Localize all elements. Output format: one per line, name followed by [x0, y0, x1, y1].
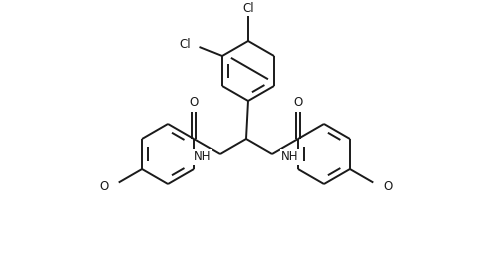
Text: O: O [383, 180, 393, 193]
Text: NH: NH [193, 151, 211, 163]
Text: O: O [99, 180, 109, 193]
Text: Cl: Cl [179, 39, 190, 51]
Text: O: O [293, 96, 303, 109]
Text: NH: NH [281, 151, 299, 163]
Text: O: O [189, 96, 199, 109]
Text: Cl: Cl [242, 2, 254, 15]
